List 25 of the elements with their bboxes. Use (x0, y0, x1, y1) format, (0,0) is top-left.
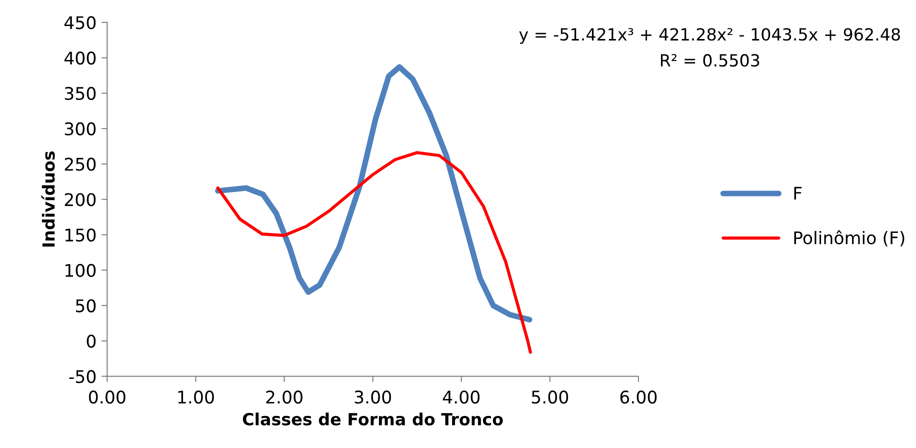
x-tick-label: 5.00 (532, 390, 568, 404)
x-tick-label: 3.00 (354, 390, 391, 404)
y-axis-title: Indivíduos (41, 151, 55, 247)
x-tick-label: 1.00 (178, 390, 214, 404)
annotation: y = -51.421x³ + 421.28x² - 1043.5x + 962.48 (519, 28, 900, 44)
y-tick-label: 300 (64, 122, 96, 136)
y-tick-label: 150 (66, 228, 96, 242)
y-tick-label: -50 (69, 370, 96, 384)
legend-label: F (794, 186, 802, 200)
y-tick-label: 200 (64, 193, 96, 206)
line-series (216, 151, 532, 354)
y-tick-label: 350 (64, 86, 96, 100)
y-tick-label: 400 (64, 52, 96, 65)
legend-label: Polinômio (F) (794, 230, 904, 246)
x-tick-label: 4.00 (442, 390, 480, 404)
y-tick-label: 0 (86, 334, 96, 348)
y-tick-label: 50 (76, 299, 96, 312)
x-axis-title: Classes de Forma do Tronco (242, 412, 503, 426)
x-tick-label: 0.00 (88, 390, 126, 404)
text: R² = 0.5503 (660, 54, 760, 67)
y-tick-label: 250 (64, 158, 96, 171)
x-tick-label: 2.00 (266, 390, 302, 404)
y-tick-label: 450 (64, 16, 96, 30)
y-tick-label: 100 (66, 264, 96, 277)
x-tick-label: 6.00 (620, 390, 657, 404)
